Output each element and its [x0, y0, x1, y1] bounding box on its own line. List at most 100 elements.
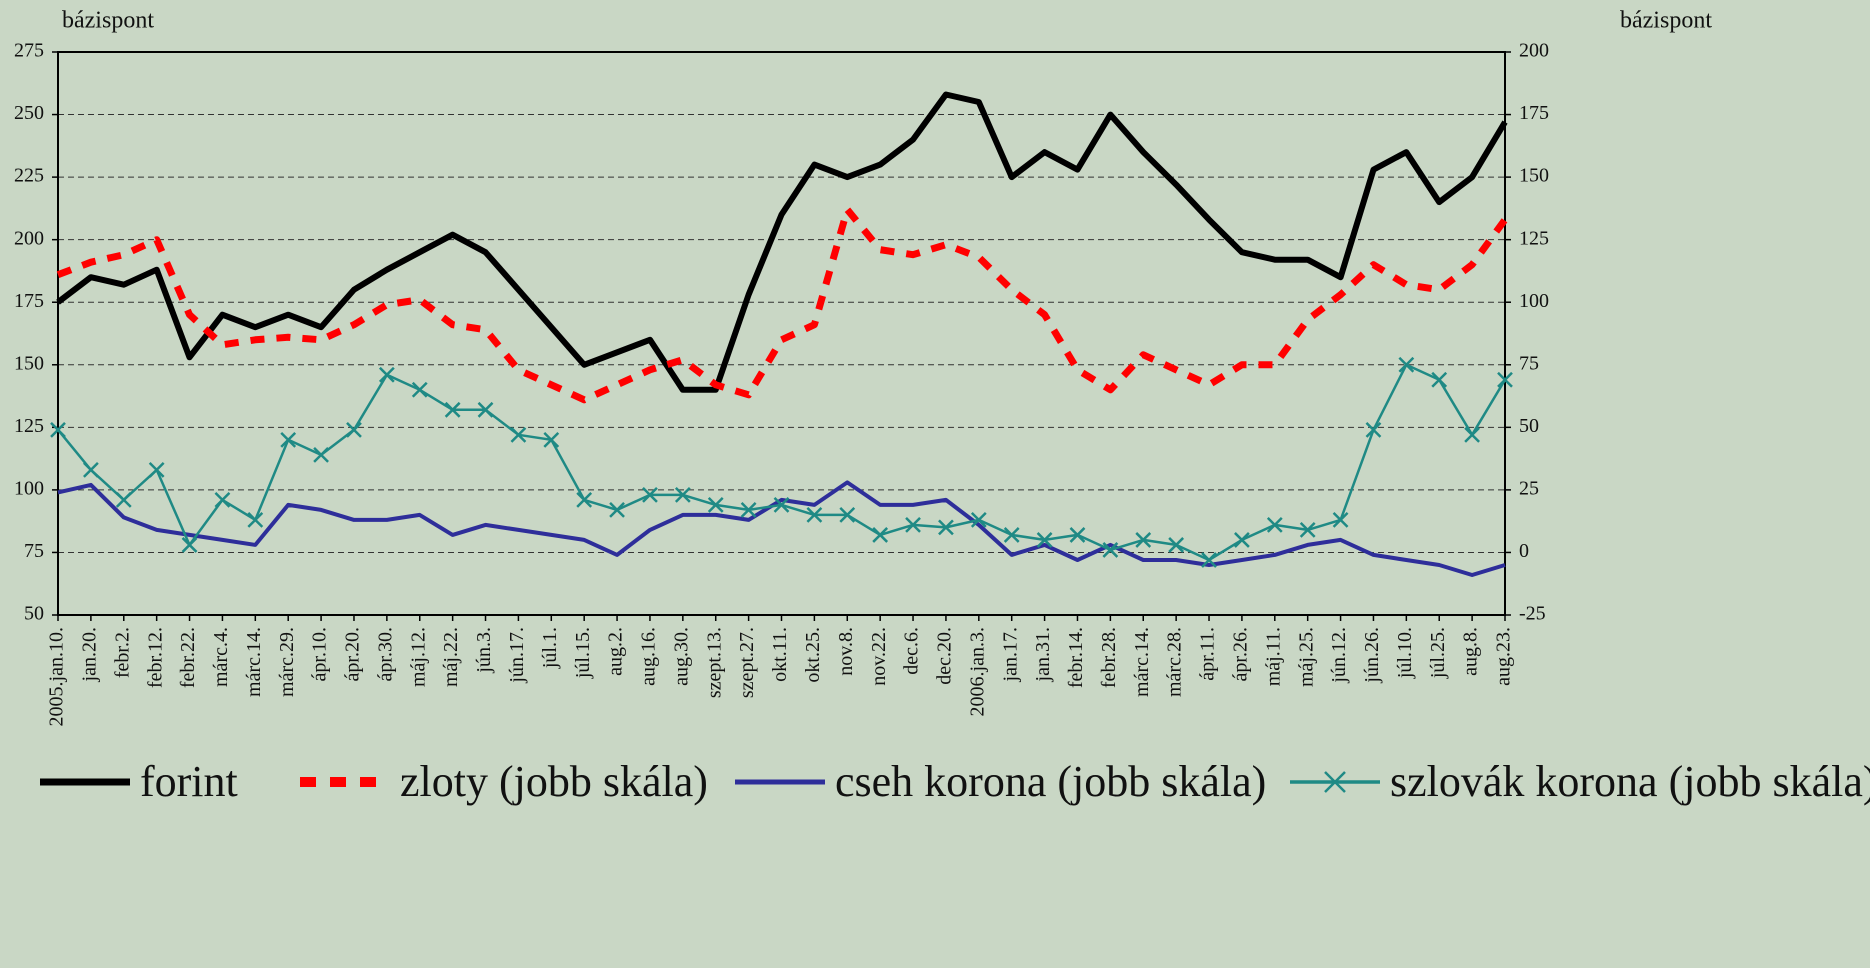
- series-marker: [378, 366, 395, 383]
- x-tick-label: okt.25.: [802, 627, 824, 683]
- x-tick-label: 2005.jan.10.: [46, 627, 68, 726]
- y-tick-label: 125: [14, 415, 44, 437]
- series-line: [56, 206, 1508, 404]
- series-marker: [740, 502, 757, 518]
- series-marker: [674, 487, 691, 503]
- y2-tick-label: 0: [1519, 540, 1529, 562]
- series-marker: [346, 421, 362, 438]
- x-tick-label: szept.27.: [736, 627, 758, 698]
- series-marker: [214, 492, 231, 508]
- series-marker: [1464, 426, 1480, 443]
- series-marker: [609, 502, 625, 518]
- series-marker: [576, 492, 593, 508]
- y2-tick-label: 175: [1519, 102, 1549, 124]
- x-tick-label: dec.6.: [901, 627, 923, 675]
- series-marker: [1003, 527, 1020, 543]
- y2-tick-label: 50: [1519, 415, 1539, 437]
- x-tick-label: máj.11.: [1262, 627, 1284, 686]
- series-marker: [411, 381, 428, 398]
- x-tick-label: márc.4.: [210, 627, 232, 687]
- x-tick-label: aug.23.: [1493, 627, 1515, 686]
- x-tick-label: máj.22.: [440, 627, 462, 687]
- series-marker: [50, 421, 66, 438]
- series-marker: [872, 527, 889, 543]
- x-tick-label: febr.22.: [177, 627, 199, 688]
- x-tick-label: febr.12.: [144, 627, 166, 688]
- y2-tick-label: 125: [1519, 227, 1549, 249]
- x-tick-label: márc.29.: [276, 627, 298, 697]
- x-tick-label: aug.8.: [1460, 627, 1482, 676]
- x-tick-label: júl.1.: [539, 627, 561, 669]
- legend-marker: [1324, 771, 1346, 793]
- x-tick-label: ápr.20.: [342, 627, 364, 681]
- series-marker: [115, 492, 132, 508]
- y2-axis-label: bázispont: [1620, 8, 1712, 34]
- x-tick-label: jan.31.: [1032, 627, 1054, 682]
- x-tick-label: jan.20.: [78, 627, 100, 682]
- series-marker: [313, 446, 329, 463]
- series-marker: [1299, 522, 1316, 538]
- x-tick-label: márc.14.: [243, 627, 265, 697]
- x-tick-label: aug.16.: [638, 627, 660, 686]
- x-tick-label: dec.20.: [934, 627, 956, 685]
- x-tick-label: ápr.30.: [374, 627, 396, 681]
- x-tick-label: jún.17.: [506, 627, 528, 684]
- y-tick-label: 175: [14, 290, 44, 312]
- x-tick-label: ápr.11.: [1197, 627, 1219, 681]
- x-tick-label: aug.30.: [670, 627, 692, 686]
- y2-tick-label: 75: [1519, 352, 1539, 374]
- series-marker: [1201, 552, 1217, 568]
- y2-tick-label: 25: [1519, 477, 1539, 499]
- series-marker: [1365, 421, 1382, 438]
- x-tick-label: 2006.jan.3.: [966, 627, 988, 716]
- y-tick-label: 150: [14, 352, 44, 374]
- series-marker: [1102, 542, 1119, 558]
- x-tick-label: febr.14.: [1065, 627, 1087, 688]
- series-marker: [938, 519, 954, 536]
- y-tick-label: 75: [24, 540, 44, 562]
- y-axis-label: bázispont: [62, 8, 154, 34]
- series-line: [57, 480, 1506, 577]
- x-tick-label: márc.14.: [1131, 627, 1153, 697]
- series-line: [56, 91, 1508, 393]
- series-marker: [806, 507, 823, 523]
- series-marker: [1398, 356, 1415, 373]
- x-tick-label: júl.15.: [572, 627, 594, 679]
- x-tick-label: ápr.26.: [1230, 627, 1252, 681]
- x-tick-label: jún.3.: [473, 627, 495, 674]
- y2-tick-label: -25: [1519, 603, 1546, 625]
- y2-tick-label: 100: [1519, 290, 1549, 312]
- series-marker: [444, 401, 461, 418]
- series-marker: [970, 512, 987, 528]
- series-marker: [773, 497, 790, 513]
- legend-label: forint: [140, 757, 238, 806]
- series-marker: [1266, 517, 1283, 533]
- x-tick-label: jan.17.: [999, 627, 1021, 682]
- series-marker: [1497, 371, 1513, 388]
- x-tick-label: júl.10.: [1394, 627, 1416, 679]
- y2-tick-label: 150: [1519, 165, 1549, 187]
- series-marker: [1036, 532, 1053, 548]
- series-marker: [280, 431, 297, 448]
- series-marker: [510, 426, 527, 443]
- x-tick-label: aug.2.: [605, 627, 627, 676]
- y-tick-label: 275: [14, 40, 44, 62]
- legend-label: cseh korona (jobb skála): [835, 757, 1266, 806]
- series-marker: [1431, 371, 1448, 388]
- legend-label: szlovák korona (jobb skála): [1390, 757, 1870, 806]
- series-marker: [1234, 532, 1250, 548]
- series-marker: [839, 507, 856, 523]
- series-marker: [477, 401, 494, 418]
- x-tick-label: okt.11.: [769, 627, 791, 682]
- series-marker: [543, 431, 560, 448]
- series-marker: [707, 497, 724, 513]
- series-marker: [247, 512, 264, 528]
- x-tick-label: máj.25.: [1295, 627, 1317, 687]
- y-tick-label: 200: [14, 227, 44, 249]
- x-tick-label: nov.8.: [835, 627, 857, 676]
- series-marker: [181, 537, 198, 553]
- x-tick-label: nov.22.: [868, 627, 890, 686]
